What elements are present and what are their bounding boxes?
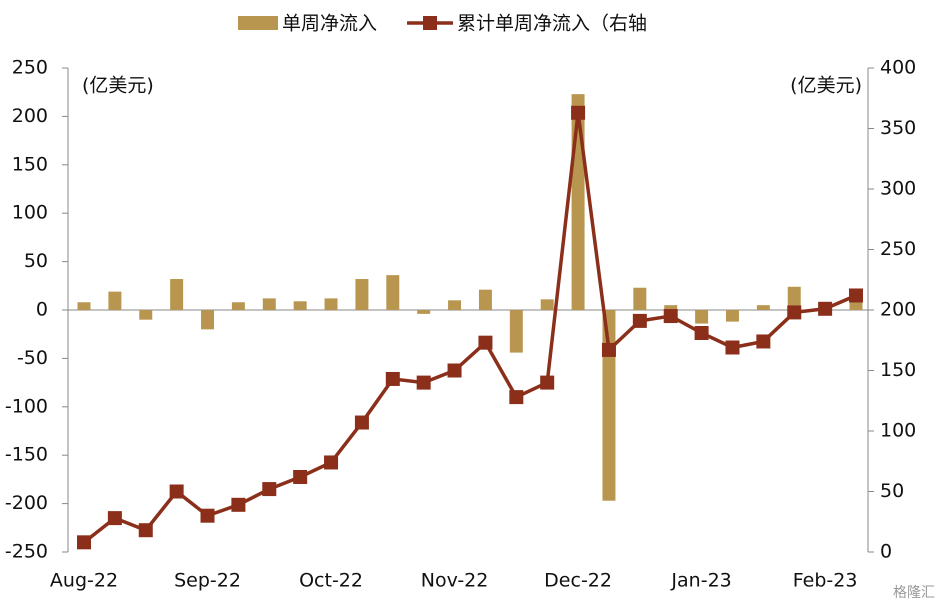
marker bbox=[107, 511, 122, 526]
marker bbox=[354, 415, 369, 430]
bar bbox=[509, 310, 523, 353]
y2-tick-label: 150 bbox=[880, 359, 916, 381]
bar bbox=[478, 289, 492, 310]
bar bbox=[170, 279, 184, 310]
marker bbox=[293, 469, 308, 484]
y2-tick-label: 100 bbox=[880, 420, 916, 442]
legend-label: 累计单周净流入（右轴 bbox=[457, 13, 647, 35]
marker bbox=[725, 340, 740, 355]
y2-axis-unit: (亿美元) bbox=[790, 75, 862, 97]
y-tick-label: 50 bbox=[24, 250, 48, 272]
y-tick-label: -50 bbox=[17, 347, 48, 369]
y2-tick-label: 250 bbox=[880, 238, 916, 260]
y2-tick-label: 400 bbox=[880, 57, 916, 79]
y-tick-label: 200 bbox=[12, 105, 48, 127]
marker bbox=[601, 342, 616, 357]
bar bbox=[540, 299, 554, 310]
bar bbox=[355, 279, 369, 310]
bar bbox=[633, 287, 647, 310]
legend-swatch bbox=[423, 16, 438, 30]
bar bbox=[664, 305, 678, 310]
marker bbox=[571, 105, 586, 120]
bar bbox=[231, 302, 245, 310]
marker bbox=[632, 313, 647, 328]
y-tick-label: 250 bbox=[12, 57, 48, 79]
y-tick-label: -250 bbox=[5, 541, 48, 563]
x-tick-label: Sep-22 bbox=[174, 570, 241, 592]
bar bbox=[417, 310, 431, 314]
marker bbox=[447, 363, 462, 378]
bar bbox=[448, 300, 462, 310]
marker bbox=[200, 508, 215, 523]
bar bbox=[324, 298, 338, 310]
y2-tick-label: 350 bbox=[880, 117, 916, 139]
marker bbox=[509, 390, 524, 405]
marker bbox=[756, 334, 771, 349]
bar bbox=[602, 310, 616, 501]
y-tick-label: -150 bbox=[5, 444, 48, 466]
y-tick-label: 150 bbox=[12, 153, 48, 175]
bar bbox=[725, 310, 739, 322]
marker bbox=[540, 375, 555, 390]
marker bbox=[416, 375, 431, 390]
watermark: 格隆汇 bbox=[893, 585, 935, 601]
bar bbox=[695, 310, 709, 324]
bar bbox=[293, 301, 307, 310]
bar bbox=[386, 275, 400, 310]
y2-tick-label: 50 bbox=[880, 480, 904, 502]
bar bbox=[787, 286, 801, 310]
x-tick-label: Jan-23 bbox=[670, 570, 731, 592]
x-tick-label: Aug-22 bbox=[50, 570, 118, 592]
bar bbox=[201, 310, 215, 330]
marker bbox=[818, 301, 833, 316]
marker bbox=[231, 497, 246, 512]
x-tick-label: Nov-22 bbox=[421, 570, 489, 592]
marker bbox=[787, 305, 802, 320]
marker bbox=[138, 523, 153, 538]
y2-tick-label: 0 bbox=[880, 541, 892, 563]
marker bbox=[694, 325, 709, 340]
marker bbox=[262, 482, 277, 497]
x-tick-label: Feb-23 bbox=[793, 570, 858, 592]
legend-label: 单周净流入 bbox=[282, 13, 377, 35]
y2-tick-label: 200 bbox=[880, 299, 916, 321]
bar bbox=[756, 305, 770, 310]
bar bbox=[77, 302, 91, 310]
y-tick-label: -100 bbox=[5, 395, 48, 417]
x-tick-label: Dec-22 bbox=[544, 570, 612, 592]
marker bbox=[849, 288, 863, 303]
marker bbox=[385, 371, 400, 386]
bar bbox=[262, 298, 276, 310]
x-tick-label: Oct-22 bbox=[299, 570, 363, 592]
y-axis-unit: (亿美元) bbox=[82, 75, 154, 97]
bar bbox=[108, 291, 122, 310]
marker bbox=[77, 535, 91, 550]
legend-swatch bbox=[238, 16, 278, 30]
line bbox=[82, 112, 857, 544]
y-tick-label: -200 bbox=[5, 492, 48, 514]
marker bbox=[324, 455, 339, 470]
marker bbox=[169, 484, 184, 499]
marker bbox=[663, 309, 678, 324]
bar bbox=[139, 310, 153, 320]
y-tick-label: 0 bbox=[36, 299, 48, 321]
y2-tick-label: 300 bbox=[880, 178, 916, 200]
bar bbox=[849, 300, 863, 310]
y-tick-label: 100 bbox=[12, 202, 48, 224]
marker bbox=[478, 335, 493, 350]
